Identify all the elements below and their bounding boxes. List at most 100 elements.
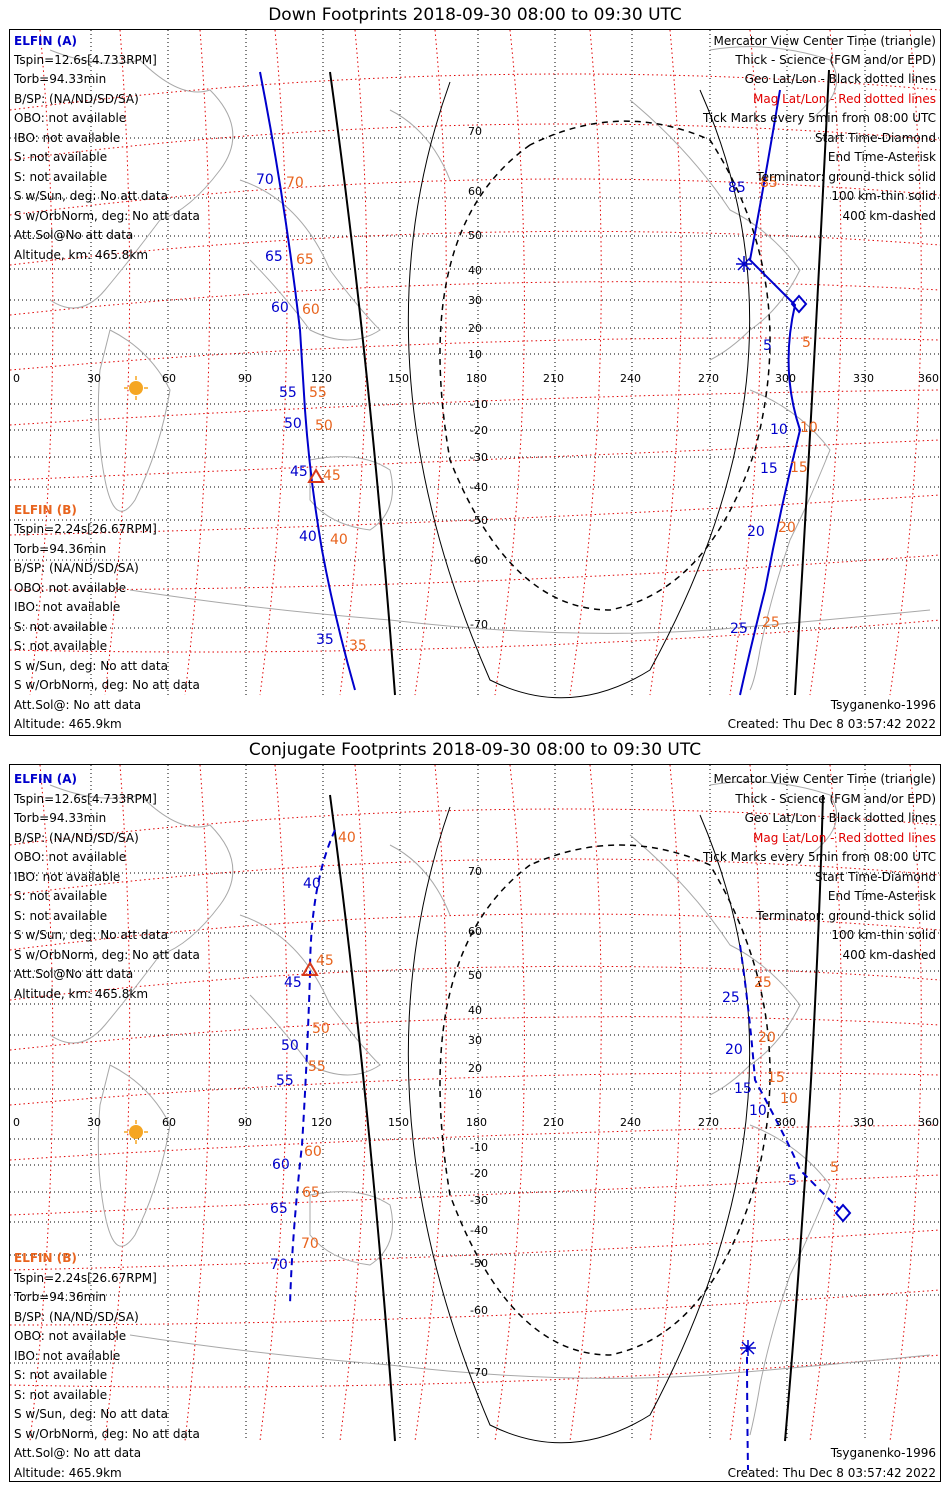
elfin-b-info: S w/OrbNorm, deg: No att data xyxy=(14,678,200,692)
minute-label: 65 xyxy=(296,252,314,268)
elfin-b-info: IBO: not available xyxy=(14,1349,120,1363)
lon-tick: 360 xyxy=(918,1116,939,1129)
conjugate-footprints-panel: 0 30 60 90 120 150 180 210 240 270 300 3… xyxy=(9,764,941,1482)
minute-label: 45 xyxy=(323,468,341,484)
legend-item: End Time-Asterisk xyxy=(828,889,936,903)
elfin-b-info: S: not available xyxy=(14,1388,107,1402)
elfin-b-info: Altitude: 465.9km xyxy=(14,717,122,731)
minute-label: 10 xyxy=(800,420,818,436)
minute-label: 65 xyxy=(265,249,283,265)
panel1-title: Down Footprints 2018-09-30 08:00 to 09:3… xyxy=(268,5,682,25)
lon-tick: 120 xyxy=(311,1116,332,1129)
minute-label: 50 xyxy=(312,1021,330,1037)
elfin-b-info: OBO: not available xyxy=(14,581,126,595)
panel2-title: Conjugate Footprints 2018-09-30 08:00 to… xyxy=(248,740,702,760)
lat-tick: -20 xyxy=(470,1167,488,1180)
elfin-a-info: Torb=94.33min xyxy=(13,72,106,86)
elfin-a-info: IBO: not available xyxy=(14,131,120,145)
elfin-b-info: B/SP: (NA/ND/SD/SA) xyxy=(14,561,139,575)
lat-tick: 60 xyxy=(468,925,482,938)
minute-label: 10 xyxy=(770,422,788,438)
center-time-triangle-icon xyxy=(301,961,319,976)
elfin-a-info: OBO: not available xyxy=(14,111,126,125)
created-label: Created: Thu Dec 8 03:57:42 2022 xyxy=(728,1466,936,1480)
elfin-a-info: S w/OrbNorm, deg: No att data xyxy=(14,209,200,223)
minute-label: 15 xyxy=(767,1070,785,1086)
lat-tick: 50 xyxy=(468,969,482,982)
legend-item: Mag Lat/Lon - Red dotted lines xyxy=(753,92,936,106)
elfin-a-trace-left xyxy=(289,829,336,1306)
minute-label: 20 xyxy=(758,1030,776,1046)
terminator-lines xyxy=(329,794,824,1444)
elfin-a-info: Tspin=12.6s[4.733RPM] xyxy=(13,53,157,67)
elfin-a-trace-left xyxy=(259,71,356,691)
minute-label: 85 xyxy=(760,175,778,191)
lon-tick: 150 xyxy=(388,1116,409,1129)
lon-tick: 90 xyxy=(238,372,252,385)
legend-item: Geo Lat/Lon - Black dotted lines xyxy=(745,811,936,825)
minute-label: 60 xyxy=(272,1157,290,1173)
lat-tick: -10 xyxy=(470,1141,488,1154)
minute-label: 25 xyxy=(762,615,780,631)
minute-label: 40 xyxy=(303,876,321,892)
lat-tick: 40 xyxy=(468,1004,482,1017)
minute-label: 60 xyxy=(302,302,320,318)
legend-item: Terminator: ground-thick solid xyxy=(755,909,936,923)
lat-tick: -20 xyxy=(470,424,488,437)
lat-tick: 30 xyxy=(468,1034,482,1047)
minute-label: 70 xyxy=(286,175,304,191)
minute-label: 65 xyxy=(302,1185,320,1201)
minute-label: 45 xyxy=(290,464,308,480)
minute-label: 40 xyxy=(338,830,356,846)
legend-item: End Time-Asterisk xyxy=(828,150,936,164)
elfin-a-name: ELFIN (A) xyxy=(14,772,77,786)
conjugate-footprints-map: 0 30 60 90 120 150 180 210 240 270 300 3… xyxy=(9,764,941,1480)
center-time-triangle-icon xyxy=(307,468,325,483)
lon-tick: 30 xyxy=(87,1116,101,1129)
elfin-b-name: ELFIN (B) xyxy=(14,503,77,517)
elfin-b-info: B/SP: (NA/ND/SD/SA) xyxy=(14,1310,139,1324)
minute-label: 5 xyxy=(830,1160,839,1176)
legend-item: 400 km-dashed xyxy=(842,948,936,962)
elfin-a-info: IBO: not available xyxy=(14,870,120,884)
minute-label: 70 xyxy=(270,1257,288,1273)
lat-tick: -40 xyxy=(470,481,488,494)
lat-tick: -30 xyxy=(470,451,488,464)
lat-tick: -70 xyxy=(470,1366,488,1379)
mag-grid xyxy=(9,29,941,696)
lat-tick: 40 xyxy=(468,264,482,277)
continents xyxy=(49,781,931,1436)
elfin-a-info: B/SP: (NA/ND/SD/SA) xyxy=(14,831,139,845)
elfin-a-info: Altitude, km: 465.8km xyxy=(14,248,148,262)
minute-label: 55 xyxy=(308,1059,326,1075)
minute-label: 15 xyxy=(760,461,778,477)
elfin-b-info: Tspin=2.24s[26.67RPM] xyxy=(13,522,157,536)
elfin-a-trace-right xyxy=(739,89,802,696)
legend-item: Mercator View Center Time (triangle) xyxy=(714,34,936,48)
lon-tick: 120 xyxy=(311,372,332,385)
sun-icon xyxy=(124,376,148,400)
lat-tick: 20 xyxy=(468,322,482,335)
legend-item: Tick Marks every 5min from 08:00 UTC xyxy=(702,850,936,864)
down-footprints-map: 0 30 60 90 120 150 180 210 240 270 300 3… xyxy=(9,29,941,731)
elfin-a-info: S: not available xyxy=(14,150,107,164)
continents xyxy=(49,46,931,691)
minute-label: 20 xyxy=(725,1042,743,1058)
minute-label: 5 xyxy=(788,1173,797,1189)
lat-tick: 30 xyxy=(468,294,482,307)
minute-label: 50 xyxy=(284,416,302,432)
elfin-a-info: S w/Sun, deg: No att data xyxy=(14,189,168,203)
minute-label: 45 xyxy=(284,975,302,991)
minute-label: 70 xyxy=(256,172,274,188)
elfin-a-info: Att.Sol@No att data xyxy=(14,967,133,981)
minute-label: 5 xyxy=(802,335,811,351)
lat-tick: 20 xyxy=(468,1062,482,1075)
elfin-a-info: S w/OrbNorm, deg: No att data xyxy=(14,948,200,962)
lat-tick: 70 xyxy=(468,865,482,878)
elfin-b-info: S: not available xyxy=(14,1368,107,1382)
elfin-b-info: Tspin=2.24s[26.67RPM] xyxy=(13,1271,157,1285)
minute-label: 65 xyxy=(270,1201,288,1217)
elfin-b-info: Att.Sol@: No att data xyxy=(14,1446,141,1460)
lat-tick: -40 xyxy=(470,1224,488,1237)
lon-tick: 30 xyxy=(87,372,101,385)
